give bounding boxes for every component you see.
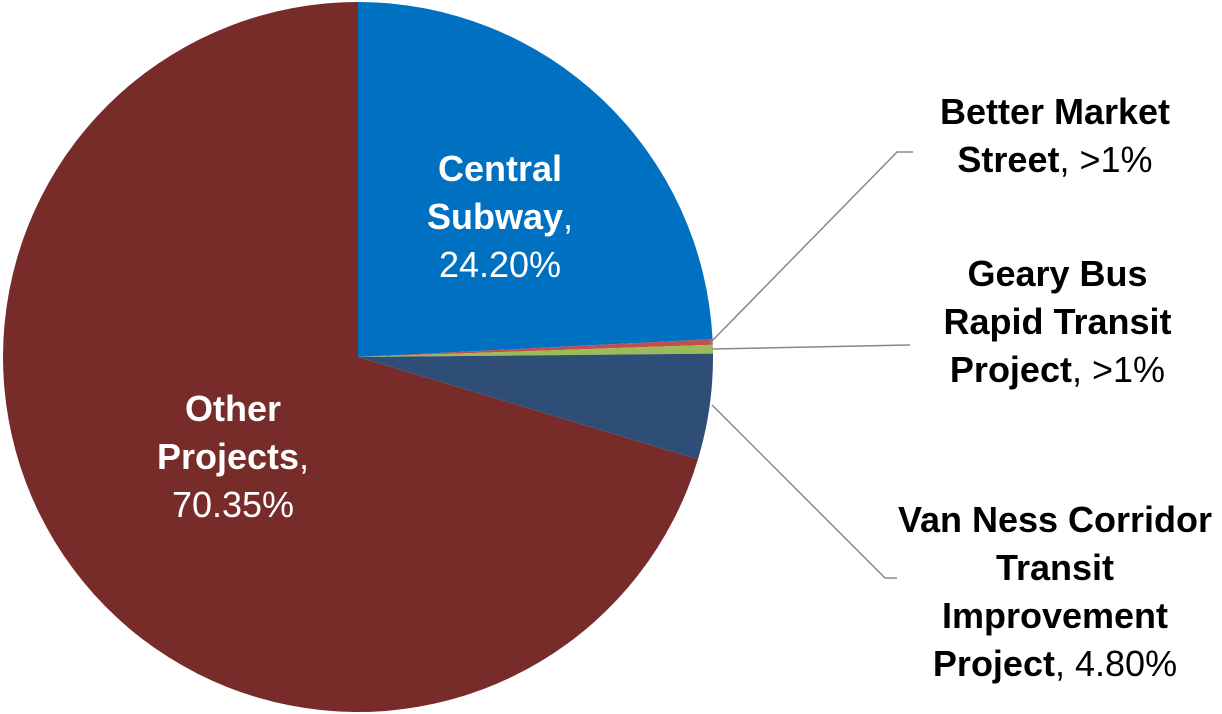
leader-line xyxy=(711,344,911,350)
slice-label: Van Ness Corridor Transit Improvement Pr… xyxy=(890,496,1220,688)
category-name: Better Market Street xyxy=(939,91,1171,180)
value-label: 4.80% xyxy=(1075,643,1178,684)
category-name: Van Ness Corridor Transit Improvement Pr… xyxy=(897,499,1213,684)
value-label: >1% xyxy=(1092,349,1166,390)
separator: , xyxy=(1054,643,1065,684)
value-label: 24.20% xyxy=(438,244,562,285)
category-name: Central Subway xyxy=(426,148,564,237)
category-name: Geary Bus Rapid Transit Project xyxy=(943,253,1172,390)
slice-label: Geary Bus Rapid Transit Project, >1% xyxy=(925,250,1190,394)
leader-line xyxy=(709,151,913,344)
separator: , xyxy=(299,436,310,477)
pie-slice xyxy=(358,344,713,357)
slice-label: Central Subway, 24.20% xyxy=(400,145,600,289)
pie-slice xyxy=(3,2,698,713)
separator: , xyxy=(1059,139,1070,180)
pie-slice xyxy=(358,2,713,357)
separator: , xyxy=(563,196,574,237)
leader-line xyxy=(711,404,897,579)
value-label: 70.35% xyxy=(171,484,295,525)
pie-slice xyxy=(358,353,713,460)
value-label: >1% xyxy=(1079,139,1153,180)
slice-label: Other Projects, 70.35% xyxy=(118,385,348,529)
pie-slice xyxy=(358,339,713,357)
category-name: Other Projects xyxy=(156,388,300,477)
slice-label: Better Market Street, >1% xyxy=(925,88,1185,184)
separator: , xyxy=(1071,349,1082,390)
